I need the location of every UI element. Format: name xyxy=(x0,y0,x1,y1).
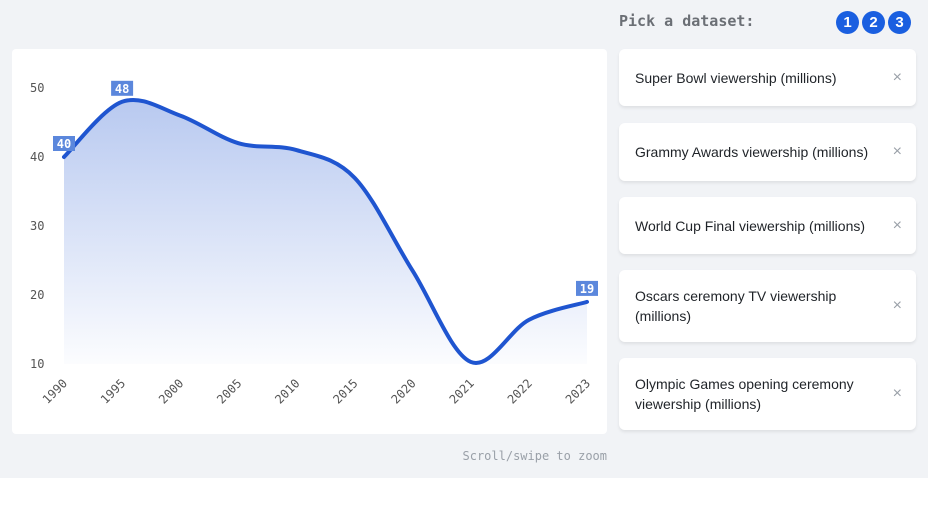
x-tick-label: 2022 xyxy=(505,376,535,406)
chart[interactable]: 10 20 30 40 50 1990 1995 2000 2005 2010 2015 2020 20… xyxy=(0,0,928,478)
data-label-box xyxy=(53,136,75,151)
dataset-label: Grammy Awards viewership (millions) xyxy=(635,144,869,160)
data-label: 48 xyxy=(115,82,129,96)
page-button-3[interactable]: 3 xyxy=(888,11,911,34)
dataset-picker-title: Pick a dataset: xyxy=(619,12,755,30)
y-tick-label: 10 xyxy=(30,357,44,371)
page-selector: 1 2 3 xyxy=(836,11,911,34)
dataset-label: World Cup Final viewership (millions) xyxy=(635,217,866,234)
page-button-1[interactable]: 1 xyxy=(836,11,859,34)
x-tick-label: 1990 xyxy=(40,376,70,406)
series-line xyxy=(62,97,589,365)
dataset-label: Super Bowl viewership (millions) xyxy=(635,69,837,86)
data-label: 19 xyxy=(580,282,594,296)
y-tick-label: 30 xyxy=(30,219,44,233)
dataset-item[interactable]: Olympic Games opening ceremony viewershi… xyxy=(619,358,916,430)
x-tick-label: 1995 xyxy=(98,376,128,406)
dataset-label: Olympic Games opening ceremony viewershi… xyxy=(635,376,854,412)
x-tick-label: 2015 xyxy=(330,376,360,406)
close-icon[interactable]: × xyxy=(892,216,902,234)
dataset-label: Oscars ceremony TV viewership (millions) xyxy=(635,288,837,324)
data-label: 40 xyxy=(57,137,71,151)
x-tick-label: 2020 xyxy=(388,376,418,406)
x-tick-label: 2023 xyxy=(563,376,593,406)
dataset-item[interactable]: Super Bowl viewership (millions) × xyxy=(619,49,916,106)
page-button-2[interactable]: 2 xyxy=(862,11,885,34)
zoom-hint: Scroll/swipe to zoom xyxy=(462,449,608,463)
close-icon[interactable]: × xyxy=(892,297,902,314)
x-tick-label: 2000 xyxy=(156,376,186,406)
close-icon[interactable]: × xyxy=(892,385,902,402)
y-tick-label: 50 xyxy=(30,81,44,95)
data-label-box xyxy=(111,80,134,96)
x-tick-label: 2010 xyxy=(272,376,302,406)
dataset-item[interactable]: Grammy Awards viewership (millions) × xyxy=(619,123,916,181)
y-tick-label: 20 xyxy=(30,288,44,302)
area-fill xyxy=(64,99,587,364)
y-tick-label: 40 xyxy=(30,150,44,164)
dataset-item[interactable]: World Cup Final viewership (millions) × xyxy=(619,197,916,254)
close-icon[interactable]: × xyxy=(892,68,902,86)
x-tick-label: 2005 xyxy=(214,376,244,406)
dataset-item[interactable]: Oscars ceremony TV viewership (millions)… xyxy=(619,270,916,342)
x-tick-label: 2021 xyxy=(447,376,477,406)
data-label-box xyxy=(576,280,598,296)
close-icon[interactable]: × xyxy=(892,143,902,160)
